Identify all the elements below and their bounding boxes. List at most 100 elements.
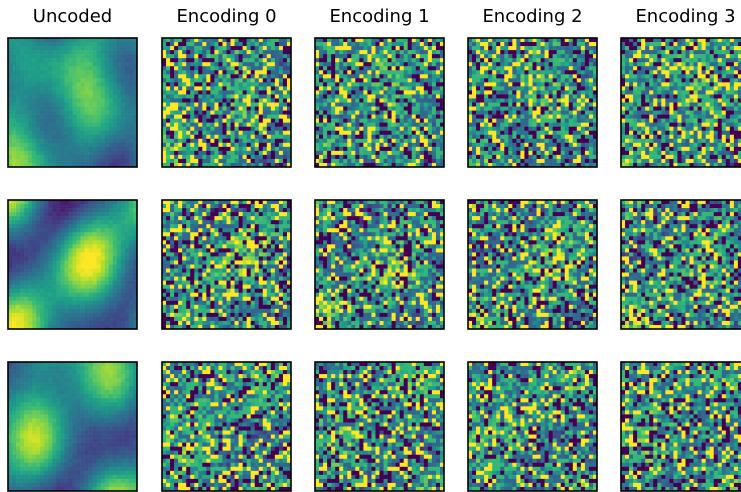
pixel (388, 46, 392, 50)
pixel (380, 82, 384, 86)
pixel (186, 119, 190, 123)
pixel (190, 42, 194, 46)
pixel (641, 127, 645, 131)
pixel (125, 62, 129, 66)
pixel (714, 46, 718, 50)
pixel (214, 70, 218, 74)
pixel (323, 82, 327, 86)
pixel (412, 54, 416, 58)
pixel (428, 107, 432, 111)
pixel (694, 82, 698, 86)
pixel (44, 127, 48, 131)
pixel (645, 54, 649, 58)
pixel (355, 107, 359, 111)
pixel (222, 143, 226, 147)
pixel (367, 86, 371, 90)
pixel (677, 58, 681, 62)
pixel (730, 54, 734, 58)
pixel (267, 46, 271, 50)
pixel (496, 119, 500, 123)
pixel (210, 86, 214, 90)
pixel (214, 66, 218, 70)
pixel (355, 58, 359, 62)
pixel (259, 159, 263, 163)
pixel (77, 127, 81, 131)
pixel (186, 115, 190, 119)
pixel (323, 74, 327, 78)
pixel (577, 94, 581, 98)
pixel (424, 119, 428, 123)
pixel (694, 115, 698, 119)
pixel (255, 86, 259, 90)
pixel (28, 58, 32, 62)
pixel (60, 147, 64, 151)
pixel (641, 54, 645, 58)
pixel (247, 151, 251, 155)
pixel (16, 66, 20, 70)
pixel (56, 82, 60, 86)
pixel (585, 159, 589, 163)
pixel (488, 82, 492, 86)
pixel (198, 42, 202, 46)
pixel (581, 111, 585, 115)
pixel (375, 74, 379, 78)
pixel (271, 46, 275, 50)
pixel (371, 50, 375, 54)
pixel (263, 58, 267, 62)
pixel (520, 66, 524, 70)
pixel (347, 74, 351, 78)
pixel (117, 107, 121, 111)
pixel (681, 123, 685, 127)
pixel (706, 103, 710, 107)
pixel (283, 66, 287, 70)
pixel (677, 70, 681, 74)
pixel (355, 70, 359, 74)
pixel (694, 74, 698, 78)
pixel (255, 78, 259, 82)
pixel (500, 111, 504, 115)
pixel (64, 155, 68, 159)
pixel (577, 54, 581, 58)
pixel (214, 159, 218, 163)
pixel (677, 62, 681, 66)
pixel (512, 119, 516, 123)
pixel (637, 42, 641, 46)
pixel (432, 131, 436, 135)
pixel (339, 107, 343, 111)
pixel (206, 115, 210, 119)
pixel (384, 62, 388, 66)
pixel (641, 94, 645, 98)
pixel (557, 143, 561, 147)
pixel (323, 70, 327, 74)
pixel (359, 103, 363, 107)
pixel (557, 70, 561, 74)
pixel (412, 86, 416, 90)
pixel (561, 155, 565, 159)
pixel (113, 159, 117, 163)
pixel (255, 111, 259, 115)
pixel (533, 115, 537, 119)
pixel (109, 131, 113, 135)
pixel (380, 62, 384, 66)
pixel (569, 107, 573, 111)
pixel (174, 111, 178, 115)
pixel (178, 78, 182, 82)
pixel (496, 135, 500, 139)
pixel (279, 119, 283, 123)
pixel (375, 151, 379, 155)
pixel (202, 107, 206, 111)
pixel (730, 98, 734, 102)
pixel (85, 70, 89, 74)
pixel (12, 119, 16, 123)
pixel (730, 74, 734, 78)
pixel (541, 107, 545, 111)
pixel (698, 119, 702, 123)
pixel (375, 107, 379, 111)
pixel (129, 107, 133, 111)
pixel (210, 70, 214, 74)
pixel (653, 119, 657, 123)
pixel (129, 50, 133, 54)
pixel (375, 78, 379, 82)
pixel (690, 78, 694, 82)
pixel (420, 46, 424, 50)
